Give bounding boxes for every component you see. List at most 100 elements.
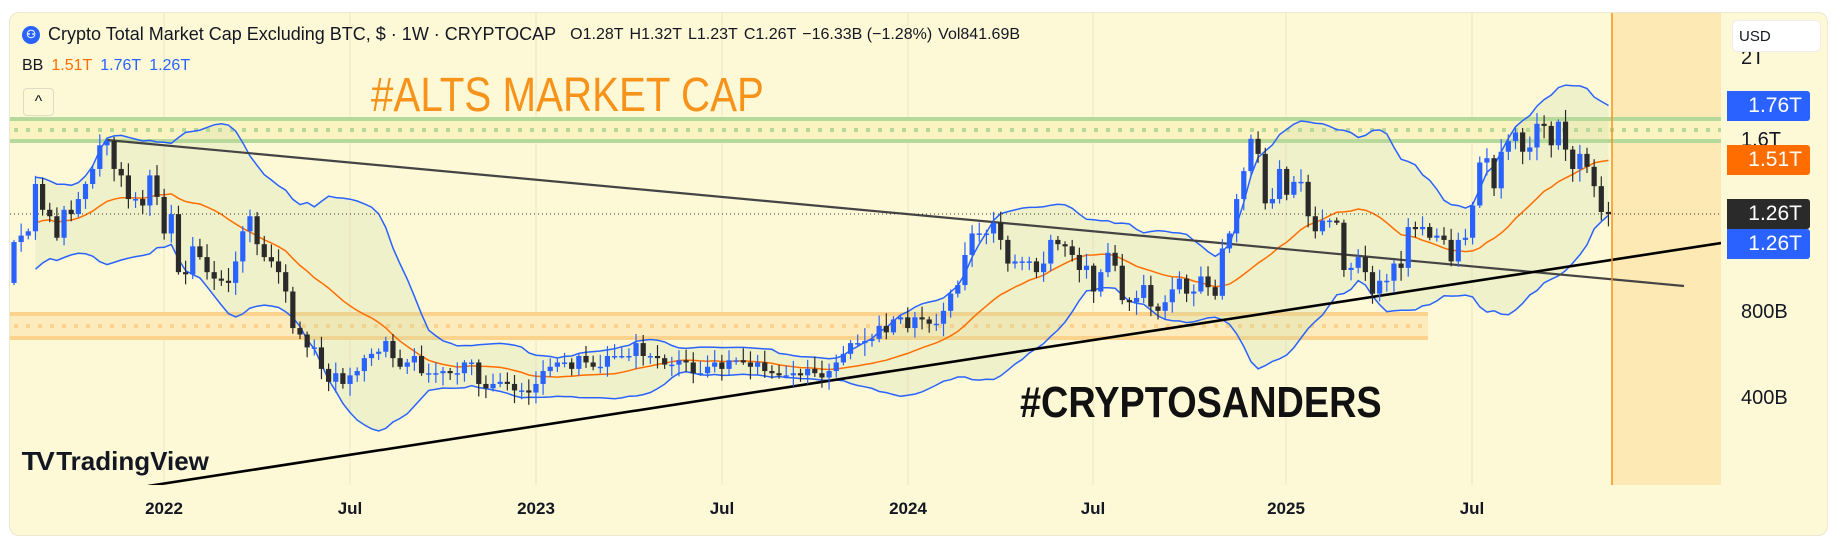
currency-selector[interactable]: USD xyxy=(1732,20,1821,52)
chart-annotation-title[interactable]: #ALTS MARKET CAP xyxy=(371,69,764,122)
candle-up xyxy=(1527,136,1533,161)
candle-body xyxy=(626,356,632,358)
candle-up xyxy=(733,357,739,365)
candle-body xyxy=(1334,220,1340,223)
candle-body xyxy=(583,356,589,363)
time-axis-label: 2022 xyxy=(145,499,183,518)
candle-down xyxy=(47,202,53,223)
candle-body xyxy=(240,231,246,262)
candle-up xyxy=(790,360,796,387)
candle-up xyxy=(1470,201,1476,245)
candle-body xyxy=(1562,121,1569,150)
candle-up xyxy=(132,192,139,209)
candle-body xyxy=(990,222,997,234)
candle-body xyxy=(1548,125,1554,146)
candle-up xyxy=(1355,249,1361,274)
candle-body xyxy=(97,145,103,169)
candle-body xyxy=(1427,227,1433,238)
candle-body xyxy=(47,209,53,217)
candle-body xyxy=(690,362,696,374)
price-axis-label: 400B xyxy=(1741,387,1788,409)
ascending-trendline[interactable] xyxy=(147,241,1721,486)
candle-body xyxy=(175,214,182,273)
candle-down xyxy=(683,349,689,372)
candle-body xyxy=(1305,181,1311,217)
candle-up xyxy=(1377,269,1383,302)
candle-body xyxy=(1076,254,1082,270)
candle-body xyxy=(1491,158,1497,189)
candle-down xyxy=(1255,131,1261,163)
candle-body xyxy=(1534,123,1540,148)
candle-body xyxy=(183,272,189,275)
descending-trendline[interactable] xyxy=(106,138,1685,288)
candle-body xyxy=(769,371,775,374)
candle-down xyxy=(1448,228,1454,267)
bb-lower-value: 1.26T xyxy=(149,57,191,74)
candle-up xyxy=(1219,239,1225,300)
candle-down xyxy=(447,368,453,380)
candle-body xyxy=(948,293,954,311)
candle-down xyxy=(304,331,310,358)
candle-up xyxy=(898,315,904,324)
candle-up xyxy=(1026,256,1032,271)
candle-body xyxy=(876,325,882,339)
candle-up xyxy=(1391,260,1397,293)
candle-up xyxy=(1141,274,1147,303)
bollinger-upper-band xyxy=(35,84,1609,360)
candle-up xyxy=(1248,134,1254,178)
candle-body xyxy=(912,317,918,329)
candle-body xyxy=(647,356,653,358)
candle-up xyxy=(976,222,982,242)
candle-body xyxy=(1312,216,1318,232)
candle-body xyxy=(569,362,575,369)
time-axis-label: Jul xyxy=(337,499,363,518)
candle-up xyxy=(1555,119,1561,150)
candle-body xyxy=(247,216,253,232)
candle-down xyxy=(218,270,224,286)
candle-body xyxy=(840,353,846,363)
symbol-title[interactable]: Crypto Total Market Cap Excluding BTC, $… xyxy=(48,24,557,44)
candle-body xyxy=(1019,261,1025,263)
candle-up xyxy=(597,354,603,374)
candle-up xyxy=(862,328,868,356)
candle-up xyxy=(519,382,525,400)
candle-up xyxy=(461,360,468,382)
candle-body xyxy=(11,242,17,283)
candle-up xyxy=(755,354,761,375)
candle-up xyxy=(561,352,568,368)
candle-body xyxy=(376,351,382,354)
candle-up xyxy=(368,348,375,366)
candle-down xyxy=(1033,257,1040,279)
candle-body xyxy=(361,358,367,372)
candle-down xyxy=(111,136,117,182)
candle-down xyxy=(1398,250,1404,281)
tradingview-logo-text: TradingView xyxy=(56,446,209,476)
candle-down xyxy=(1062,241,1068,257)
candle-down xyxy=(211,260,217,290)
future-shaded-area xyxy=(1612,13,1721,485)
tradingview-logo[interactable]: TV TradingView xyxy=(22,446,209,477)
indicator-legend[interactable]: BB 1.51T 1.76T 1.26T xyxy=(22,57,190,75)
candle-down xyxy=(883,313,889,340)
candle-up xyxy=(1291,175,1297,198)
candle-body xyxy=(511,383,518,391)
candle-body xyxy=(1162,302,1168,311)
candle-body xyxy=(1248,138,1254,172)
candle-up xyxy=(411,348,417,371)
candle-up xyxy=(1162,295,1168,320)
candle-body xyxy=(1570,149,1576,169)
candle-body xyxy=(1241,171,1247,200)
candle-down xyxy=(747,351,754,380)
candle-body xyxy=(805,368,811,376)
collapse-legend-button[interactable]: ^ xyxy=(23,88,54,116)
candle-body xyxy=(883,325,889,333)
candle-body xyxy=(111,141,117,169)
candle-body xyxy=(776,373,782,376)
candle-body xyxy=(1362,257,1368,273)
candle-up xyxy=(833,354,839,378)
chart-annotation-author[interactable]: #CRYPTOSANDERS xyxy=(1020,378,1382,427)
candle-body xyxy=(168,214,174,234)
candle-body xyxy=(604,356,611,367)
candle-body xyxy=(619,356,625,358)
